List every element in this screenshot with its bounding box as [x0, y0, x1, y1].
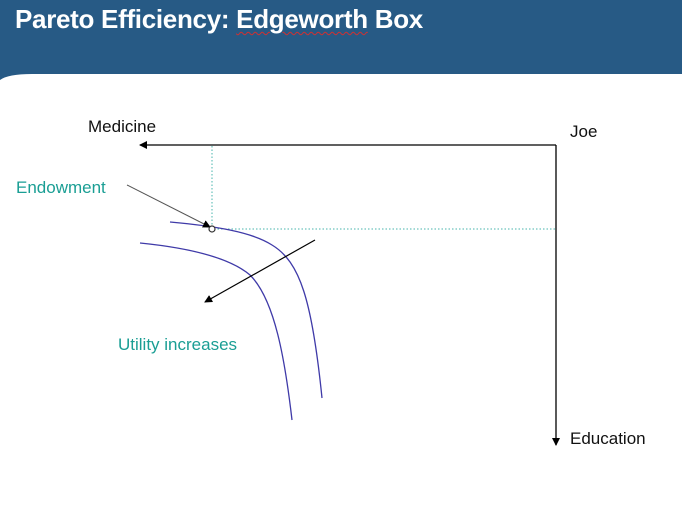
endowment-pointer-arrow	[126, 184, 211, 228]
endowment-label: Endowment	[16, 178, 106, 197]
title-text-2: Edgeworth	[236, 4, 368, 34]
indifference-curve-lower	[139, 242, 293, 421]
utility-increases-label: Utility increases	[118, 335, 238, 354]
title-text-1: Pareto Efficiency:	[15, 4, 237, 34]
title-text-3: Box	[367, 4, 424, 34]
header-banner	[0, 0, 682, 80]
joe-origin-label: Joe	[570, 122, 598, 141]
endowment-point	[208, 225, 216, 233]
slide-title: Pareto Efficiency: Edgeworth Box	[15, 4, 423, 35]
medicine-axis-label: Medicine	[88, 117, 157, 136]
education-axis-label: Education	[570, 429, 646, 448]
utility-direction-arrow	[204, 239, 316, 303]
